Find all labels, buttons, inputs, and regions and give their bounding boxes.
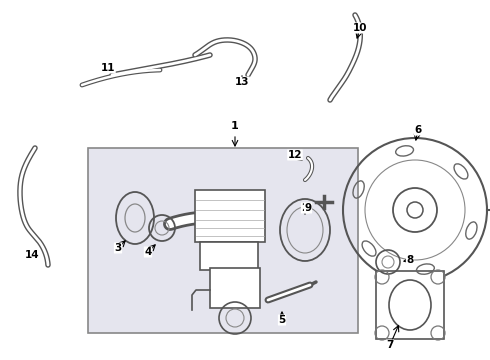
Text: 4: 4: [145, 247, 152, 257]
Bar: [200, 242, 258, 270]
Text: 12: 12: [288, 150, 302, 160]
Bar: [88, 148, 358, 333]
Text: 1: 1: [231, 121, 239, 131]
Text: 7: 7: [386, 340, 393, 350]
Text: 3: 3: [114, 243, 122, 253]
Text: 6: 6: [415, 125, 421, 135]
Text: 9: 9: [304, 203, 312, 213]
Text: 13: 13: [235, 77, 249, 87]
Text: 8: 8: [406, 255, 414, 265]
Text: 2: 2: [301, 203, 309, 213]
Text: 14: 14: [24, 250, 39, 260]
Text: 11: 11: [101, 63, 115, 73]
Bar: [210, 268, 260, 308]
Text: 5: 5: [278, 315, 286, 325]
Text: 10: 10: [353, 23, 367, 33]
Bar: [195, 190, 265, 242]
Bar: [376, 271, 444, 339]
